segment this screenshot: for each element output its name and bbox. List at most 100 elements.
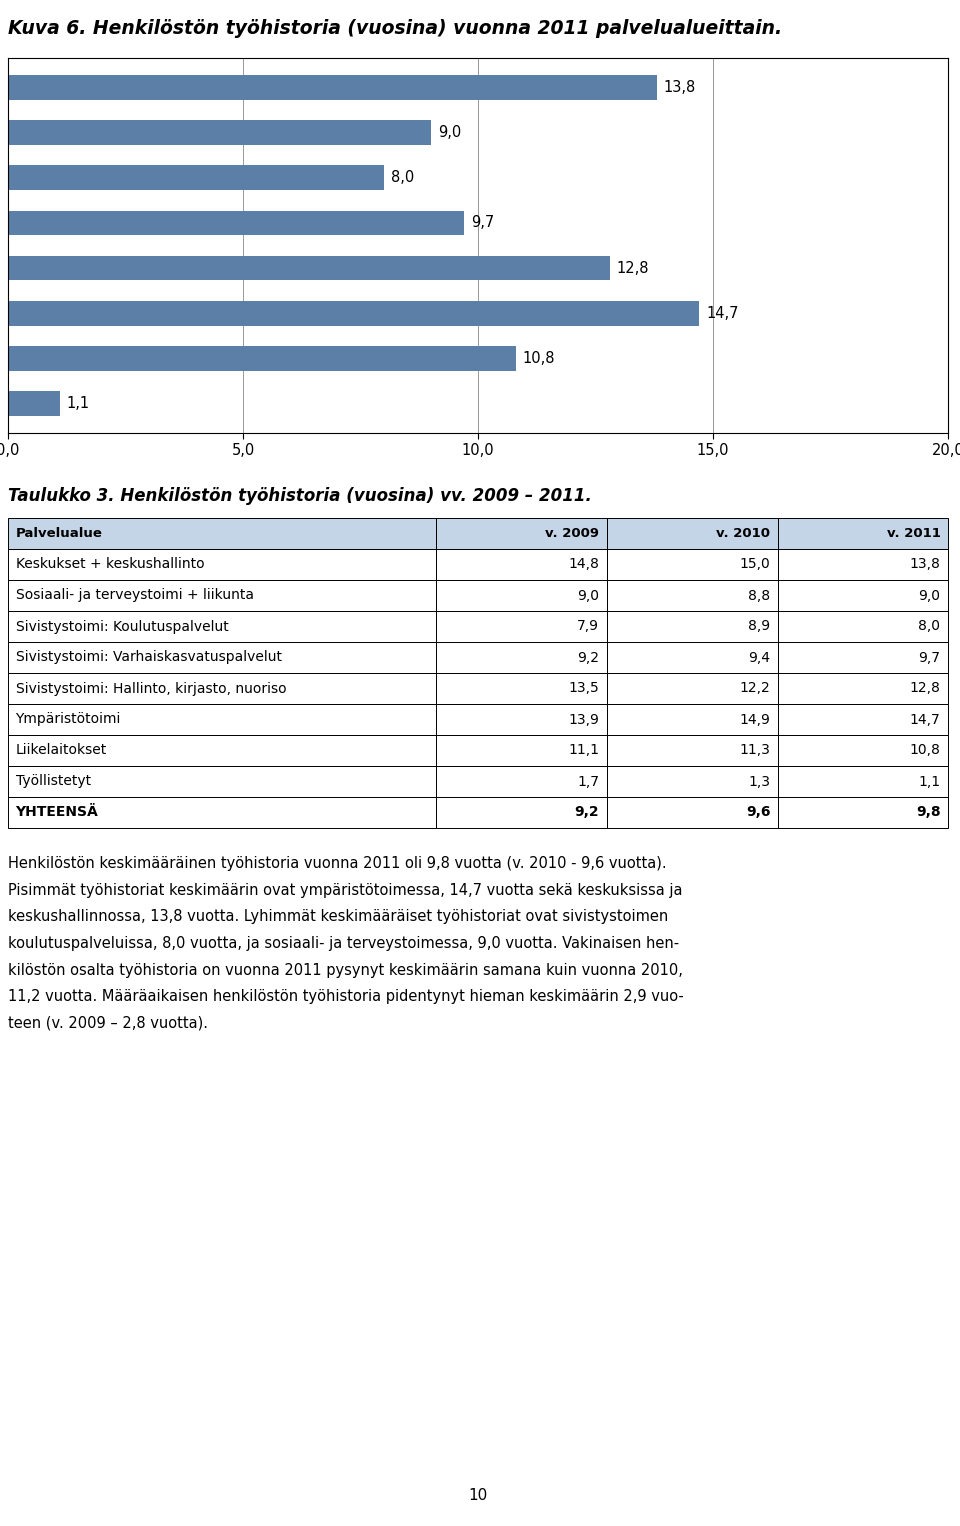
FancyBboxPatch shape: [607, 673, 778, 703]
Text: 10,8: 10,8: [522, 351, 555, 366]
Text: Sivistystoimi: Koulutuspalvelut: Sivistystoimi: Koulutuspalvelut: [15, 620, 228, 633]
Text: kilöstön osalta työhistoria on vuonna 2011 pysynyt keskimäärin samana kuin vuonn: kilöstön osalta työhistoria on vuonna 20…: [8, 963, 683, 978]
Text: 13,8: 13,8: [910, 557, 941, 572]
FancyBboxPatch shape: [8, 673, 436, 703]
Text: Palvelualue: Palvelualue: [15, 526, 103, 540]
FancyBboxPatch shape: [607, 736, 778, 766]
FancyBboxPatch shape: [778, 703, 948, 736]
Text: Sivistystoimi: Hallinto, kirjasto, nuoriso: Sivistystoimi: Hallinto, kirjasto, nuori…: [15, 682, 286, 696]
Text: 12,2: 12,2: [739, 682, 770, 696]
FancyBboxPatch shape: [607, 610, 778, 642]
Bar: [8, 391, 60, 417]
Text: Taulukko 3. Henkilöstön työhistoria (vuosina) vv. 2009 – 2011.: Taulukko 3. Henkilöstön työhistoria (vuo…: [8, 487, 592, 505]
Bar: [8, 256, 610, 281]
Bar: [8, 301, 699, 325]
Text: 11,3: 11,3: [739, 743, 770, 757]
FancyBboxPatch shape: [778, 797, 948, 829]
Text: 14,9: 14,9: [739, 713, 770, 726]
FancyBboxPatch shape: [436, 673, 607, 703]
Text: 14,7: 14,7: [706, 305, 738, 320]
Text: 14,7: 14,7: [910, 713, 941, 726]
FancyBboxPatch shape: [436, 797, 607, 829]
Text: 10: 10: [468, 1488, 488, 1503]
FancyBboxPatch shape: [778, 580, 948, 610]
Text: 12,8: 12,8: [616, 261, 649, 276]
Text: 9,4: 9,4: [749, 650, 770, 664]
Text: Pisimmät työhistoriat keskimäärin ovat ympäristötoimessa, 14,7 vuotta sekä kesku: Pisimmät työhistoriat keskimäärin ovat y…: [8, 882, 683, 897]
Text: 1,7: 1,7: [577, 775, 599, 789]
Text: 1,1: 1,1: [919, 775, 941, 789]
FancyBboxPatch shape: [607, 517, 778, 549]
FancyBboxPatch shape: [8, 517, 436, 549]
Text: 9,7: 9,7: [919, 650, 941, 664]
Text: 12,8: 12,8: [910, 682, 941, 696]
Text: 13,9: 13,9: [568, 713, 599, 726]
Text: 9,2: 9,2: [575, 806, 599, 819]
Text: 13,8: 13,8: [663, 79, 696, 95]
FancyBboxPatch shape: [778, 517, 948, 549]
FancyBboxPatch shape: [436, 703, 607, 736]
Text: koulutuspalveluissa, 8,0 vuotta, ja sosiaali- ja terveystoimessa, 9,0 vuotta. Va: koulutuspalveluissa, 8,0 vuotta, ja sosi…: [8, 935, 679, 951]
Text: Henkilöstön keskimääräinen työhistoria vuonna 2011 oli 9,8 vuotta (v. 2010 - 9,6: Henkilöstön keskimääräinen työhistoria v…: [8, 856, 666, 871]
FancyBboxPatch shape: [607, 642, 778, 673]
FancyBboxPatch shape: [8, 610, 436, 642]
FancyBboxPatch shape: [607, 766, 778, 797]
FancyBboxPatch shape: [436, 766, 607, 797]
Text: Ympäristötoimi: Ympäristötoimi: [15, 713, 121, 726]
Text: 9,0: 9,0: [577, 589, 599, 603]
FancyBboxPatch shape: [778, 736, 948, 766]
FancyBboxPatch shape: [436, 580, 607, 610]
FancyBboxPatch shape: [436, 610, 607, 642]
Text: 1,3: 1,3: [749, 775, 770, 789]
FancyBboxPatch shape: [8, 766, 436, 797]
FancyBboxPatch shape: [436, 736, 607, 766]
Text: YHTEENSÄ: YHTEENSÄ: [15, 806, 98, 819]
FancyBboxPatch shape: [8, 642, 436, 673]
FancyBboxPatch shape: [8, 580, 436, 610]
FancyBboxPatch shape: [436, 517, 607, 549]
Text: 8,0: 8,0: [919, 620, 941, 633]
Text: Sosiaali- ja terveystoimi + liikunta: Sosiaali- ja terveystoimi + liikunta: [15, 589, 253, 603]
Text: 9,8: 9,8: [916, 806, 941, 819]
Text: 13,5: 13,5: [568, 682, 599, 696]
Text: 11,1: 11,1: [568, 743, 599, 757]
FancyBboxPatch shape: [778, 642, 948, 673]
FancyBboxPatch shape: [8, 736, 436, 766]
Text: 9,0: 9,0: [919, 589, 941, 603]
Text: 9,6: 9,6: [746, 806, 770, 819]
FancyBboxPatch shape: [607, 549, 778, 580]
Text: 9,0: 9,0: [438, 125, 462, 140]
Text: Keskukset + keskushallinto: Keskukset + keskushallinto: [15, 557, 204, 572]
Bar: [8, 75, 657, 99]
FancyBboxPatch shape: [8, 797, 436, 829]
FancyBboxPatch shape: [778, 549, 948, 580]
Text: 9,2: 9,2: [577, 650, 599, 664]
Text: Sivistystoimi: Varhaiskasvatuspalvelut: Sivistystoimi: Varhaiskasvatuspalvelut: [15, 650, 281, 664]
FancyBboxPatch shape: [778, 766, 948, 797]
FancyBboxPatch shape: [607, 703, 778, 736]
Text: Liikelaitokset: Liikelaitokset: [15, 743, 107, 757]
Text: keskushallinnossa, 13,8 vuotta. Lyhimmät keskimääräiset työhistoriat ovat sivist: keskushallinnossa, 13,8 vuotta. Lyhimmät…: [8, 909, 668, 925]
Text: 10,8: 10,8: [910, 743, 941, 757]
Text: 14,8: 14,8: [568, 557, 599, 572]
Text: 15,0: 15,0: [739, 557, 770, 572]
FancyBboxPatch shape: [778, 610, 948, 642]
FancyBboxPatch shape: [8, 703, 436, 736]
Text: v. 2010: v. 2010: [716, 526, 770, 540]
Bar: [8, 165, 384, 191]
Text: Työllistetyt: Työllistetyt: [15, 775, 90, 789]
Text: v. 2011: v. 2011: [887, 526, 941, 540]
Bar: [8, 346, 516, 371]
Text: 11,2 vuotta. Määräaikaisen henkilöstön työhistoria pidentynyt hieman keskimäärin: 11,2 vuotta. Määräaikaisen henkilöstön t…: [8, 989, 684, 1004]
Bar: [8, 121, 431, 145]
FancyBboxPatch shape: [436, 642, 607, 673]
Text: Kuva 6. Henkilöstön työhistoria (vuosina) vuonna 2011 palvelualueittain.: Kuva 6. Henkilöstön työhistoria (vuosina…: [8, 20, 782, 38]
Text: 9,7: 9,7: [471, 215, 494, 230]
FancyBboxPatch shape: [8, 549, 436, 580]
Text: v. 2009: v. 2009: [545, 526, 599, 540]
Text: 7,9: 7,9: [577, 620, 599, 633]
Text: 8,0: 8,0: [391, 171, 415, 185]
FancyBboxPatch shape: [778, 673, 948, 703]
Text: 8,8: 8,8: [748, 589, 770, 603]
Text: 8,9: 8,9: [748, 620, 770, 633]
